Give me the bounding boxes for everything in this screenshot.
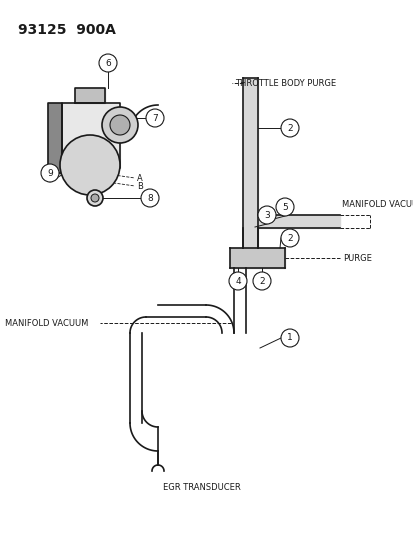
- Text: 6: 6: [105, 59, 111, 68]
- Text: 7: 7: [152, 114, 157, 123]
- Circle shape: [228, 272, 247, 290]
- Circle shape: [60, 135, 120, 195]
- Circle shape: [252, 272, 271, 290]
- Circle shape: [99, 54, 117, 72]
- Circle shape: [91, 194, 99, 202]
- Text: EGR TRANSDUCER: EGR TRANSDUCER: [163, 483, 240, 492]
- Polygon shape: [230, 248, 284, 268]
- Circle shape: [280, 229, 298, 247]
- Circle shape: [41, 164, 59, 182]
- Text: 3: 3: [263, 211, 269, 220]
- Text: 1: 1: [287, 334, 292, 343]
- Text: 2: 2: [259, 277, 264, 286]
- Text: 8: 8: [147, 193, 152, 203]
- Circle shape: [102, 107, 138, 143]
- Text: MANIFOLD VACUUM: MANIFOLD VACUUM: [341, 200, 413, 209]
- Text: 4: 4: [235, 277, 240, 286]
- Circle shape: [257, 206, 275, 224]
- Circle shape: [275, 198, 293, 216]
- Text: A: A: [137, 174, 142, 182]
- Text: 9: 9: [47, 168, 53, 177]
- Polygon shape: [62, 103, 120, 168]
- Circle shape: [280, 119, 298, 137]
- Circle shape: [110, 115, 130, 135]
- Text: MANIFOLD VACUUM: MANIFOLD VACUUM: [5, 319, 88, 327]
- Text: B: B: [137, 182, 142, 190]
- Polygon shape: [75, 88, 105, 103]
- Circle shape: [141, 189, 159, 207]
- Text: PURGE: PURGE: [342, 254, 371, 262]
- Text: THROTTLE BODY PURGE: THROTTLE BODY PURGE: [235, 78, 335, 87]
- Circle shape: [87, 190, 103, 206]
- Circle shape: [280, 329, 298, 347]
- Text: 5: 5: [281, 203, 287, 212]
- Polygon shape: [48, 103, 62, 173]
- Text: 93125  900A: 93125 900A: [18, 23, 116, 37]
- Text: 2: 2: [287, 124, 292, 133]
- Circle shape: [146, 109, 164, 127]
- Text: 2: 2: [287, 233, 292, 243]
